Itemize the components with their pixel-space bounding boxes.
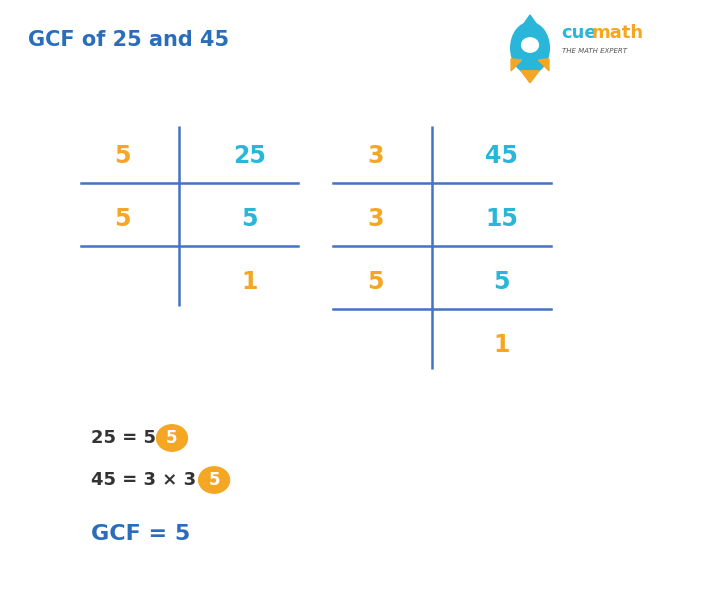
Text: cue: cue <box>562 24 597 42</box>
Text: THE MATH EXPERT: THE MATH EXPERT <box>562 48 627 54</box>
Text: 5: 5 <box>114 144 131 168</box>
Text: GCF of 25 and 45: GCF of 25 and 45 <box>28 30 230 50</box>
Text: 5: 5 <box>241 207 258 231</box>
Circle shape <box>199 467 230 493</box>
Circle shape <box>157 425 187 451</box>
Text: 5: 5 <box>494 270 510 294</box>
Text: math: math <box>592 24 644 42</box>
Text: 45: 45 <box>486 144 518 168</box>
Polygon shape <box>517 15 543 33</box>
Text: 5: 5 <box>208 471 220 489</box>
Polygon shape <box>511 59 522 71</box>
Text: 1: 1 <box>494 333 510 357</box>
Text: 45 = 3 × 3 ×: 45 = 3 × 3 × <box>91 471 218 489</box>
Text: 25 = 5 ×: 25 = 5 × <box>91 429 178 447</box>
Text: 3: 3 <box>367 144 384 168</box>
Text: 25: 25 <box>233 144 265 168</box>
Text: 5: 5 <box>114 207 131 231</box>
Text: 15: 15 <box>486 207 518 231</box>
Circle shape <box>522 38 538 52</box>
Text: 5: 5 <box>367 270 384 294</box>
Text: 3: 3 <box>367 207 384 231</box>
Text: 1: 1 <box>241 270 258 294</box>
Text: 5: 5 <box>166 429 178 447</box>
Polygon shape <box>521 71 539 83</box>
Ellipse shape <box>511 22 549 73</box>
Polygon shape <box>538 59 549 71</box>
Text: GCF = 5: GCF = 5 <box>91 524 190 544</box>
